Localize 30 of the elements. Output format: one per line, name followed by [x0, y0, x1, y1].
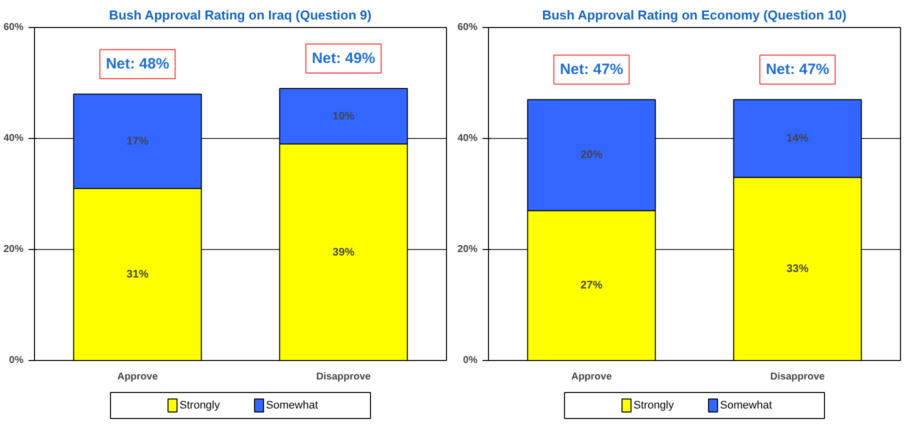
data-label: 39% — [332, 246, 355, 258]
data-label: 33% — [786, 262, 809, 275]
x-tick-label: Approve — [117, 372, 158, 382]
data-label: 10% — [332, 110, 355, 122]
legend-label: Strongly — [180, 400, 220, 412]
annotation: Net: 47% — [560, 61, 624, 78]
legend-label: Strongly — [634, 400, 674, 412]
data-label: 14% — [786, 132, 809, 144]
x-tick-label: Disapprove — [770, 372, 826, 382]
legend-label: Somewhat — [720, 400, 772, 412]
annotation: Net: 48% — [106, 56, 170, 73]
y-tick-label: 20% — [457, 244, 478, 255]
data-label: 31% — [126, 268, 149, 280]
y-tick-label: 60% — [3, 22, 24, 33]
y-tick-label: 40% — [457, 133, 478, 144]
chart-title: Bush Approval Rating on Economy (Question 10) — [542, 8, 846, 22]
x-tick-label: Disapprove — [316, 372, 372, 382]
y-tick-label: 20% — [3, 244, 24, 255]
annotation: Net: 49% — [312, 50, 376, 68]
data-label: 20% — [580, 149, 603, 162]
y-tick-label: 60% — [457, 22, 478, 33]
legend-label: Somewhat — [266, 400, 318, 412]
x-tick-label: Approve — [571, 372, 612, 382]
y-tick-label: 0% — [9, 355, 24, 366]
y-tick-label: 40% — [3, 133, 24, 144]
data-label: 17% — [126, 135, 149, 148]
chart-title: Bush Approval Rating on Iraq (Question 9) — [109, 8, 372, 22]
data-label: 27% — [580, 280, 603, 292]
annotation: Net: 47% — [766, 61, 830, 78]
y-tick-label: 0% — [463, 355, 478, 366]
